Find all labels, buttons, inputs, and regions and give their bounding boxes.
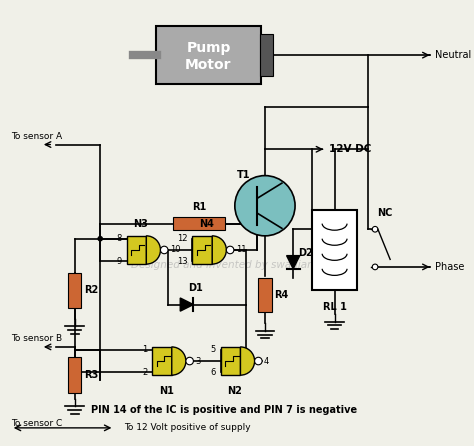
Text: D2: D2 [298,248,313,258]
Bar [152,347,172,375]
Text: NC: NC [377,208,392,218]
Text: 13: 13 [177,257,188,266]
Text: N2: N2 [228,385,242,396]
Text: 12V DC: 12V DC [329,144,371,154]
Text: Phase: Phase [435,262,465,272]
Text: 6: 6 [210,368,216,377]
Bar [312,211,357,290]
Text: Pump: Pump [186,41,231,54]
Circle shape [235,176,295,236]
Text: 2: 2 [142,368,147,377]
Text: 8: 8 [117,234,122,243]
FancyBboxPatch shape [156,26,261,84]
Wedge shape [172,347,186,375]
Text: N1: N1 [159,385,173,396]
Text: R4: R4 [274,290,289,300]
Bar [258,278,272,312]
Text: R3: R3 [84,370,99,380]
Text: 11: 11 [236,245,246,255]
Text: R2: R2 [84,285,99,295]
Circle shape [255,357,262,365]
Text: To sensor A: To sensor A [11,132,62,141]
Text: Designed and invented by swagjam: Designed and invented by swagjam [131,260,318,270]
Text: Neutral: Neutral [435,50,472,60]
Text: 1: 1 [142,345,147,354]
Text: 3: 3 [195,356,201,366]
Circle shape [372,264,378,270]
Text: To 12 Volt positive of supply: To 12 Volt positive of supply [124,423,250,432]
Text: To sensor C: To sensor C [11,419,62,429]
Bar [192,236,212,264]
Bar [221,347,240,375]
Text: D1: D1 [188,283,203,293]
Bar [127,236,146,264]
Text: 10: 10 [170,245,181,255]
Text: R1: R1 [192,202,206,212]
Bar [68,357,82,393]
Circle shape [227,246,234,254]
Bar [260,34,273,76]
Text: Motor: Motor [185,58,232,71]
Text: PIN 14 of the IC is positive and PIN 7 is negative: PIN 14 of the IC is positive and PIN 7 i… [91,405,357,415]
Text: To sensor B: To sensor B [11,334,62,343]
Polygon shape [180,298,193,311]
Wedge shape [240,347,255,375]
Wedge shape [212,236,227,264]
Circle shape [372,227,378,232]
Circle shape [97,236,103,241]
Text: 9: 9 [117,257,122,266]
Text: N4: N4 [199,219,214,229]
Circle shape [161,246,168,254]
Circle shape [186,357,193,365]
Polygon shape [287,256,300,269]
Bar [68,273,82,308]
Text: 5: 5 [211,345,216,354]
Bar [173,217,225,230]
Text: N3: N3 [133,219,148,229]
Wedge shape [146,236,161,264]
Text: 12: 12 [177,234,188,243]
Text: 4: 4 [264,356,269,366]
Text: RL 1: RL 1 [323,302,346,312]
Text: T1: T1 [237,170,250,180]
